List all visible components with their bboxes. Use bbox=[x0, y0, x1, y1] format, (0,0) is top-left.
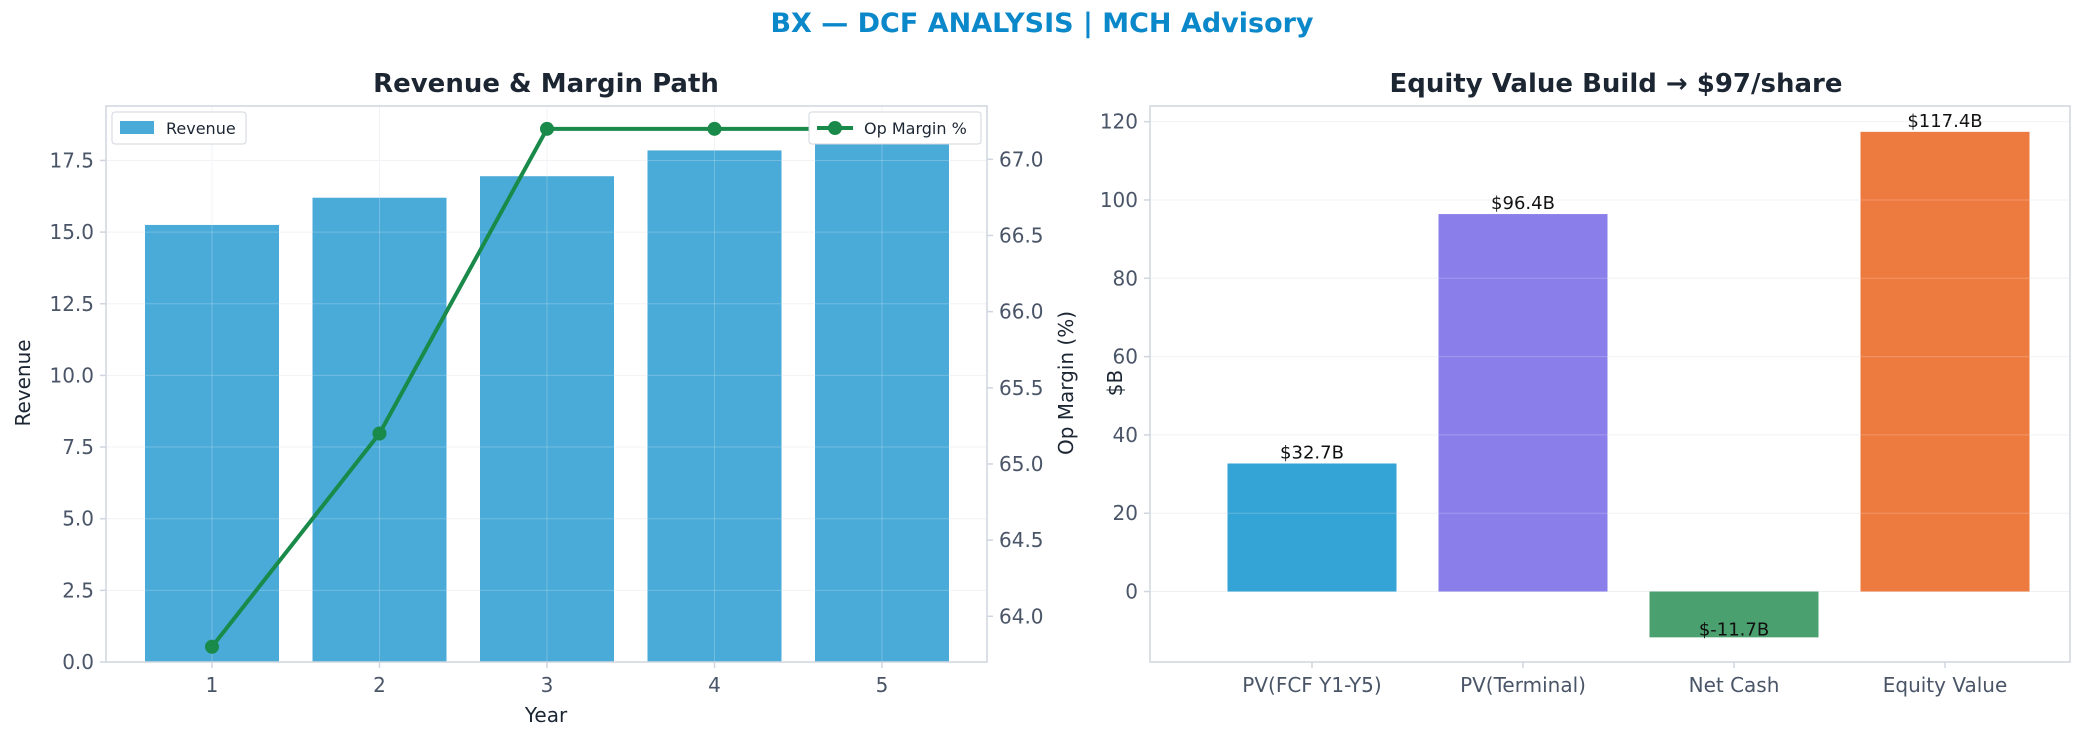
op-margin-point bbox=[540, 121, 554, 136]
left-y-tick-label: 5.0 bbox=[62, 507, 94, 531]
left-y-tick-label: 7.5 bbox=[62, 435, 94, 459]
left-y-axis-label: Revenue bbox=[11, 339, 35, 426]
left-x-tick-label: 4 bbox=[708, 673, 721, 697]
left-x-tick-label: 5 bbox=[876, 673, 889, 697]
left-x-tick-label: 2 bbox=[373, 673, 386, 697]
left-y-tick-label: 0.0 bbox=[62, 650, 94, 674]
right-y-tick-label: 64.5 bbox=[999, 528, 1044, 552]
right-y-axis-label: Op Margin (%) bbox=[1054, 311, 1078, 455]
op-margin-point bbox=[372, 426, 387, 441]
left-chart-title: Revenue & Margin Path bbox=[373, 69, 719, 99]
legend-op-margin-marker bbox=[828, 121, 842, 135]
left-y-tick-label: 12.5 bbox=[49, 292, 94, 316]
revenue-bar bbox=[815, 128, 949, 662]
left-y-tick-label: 10.0 bbox=[49, 363, 94, 387]
left-x-tick-label: 3 bbox=[541, 673, 554, 697]
left-y-tick-label: 15.0 bbox=[49, 220, 94, 244]
left-x-tick-label: 1 bbox=[206, 673, 219, 697]
op-margin-point bbox=[707, 121, 722, 136]
right-y-tick-label: 65.5 bbox=[999, 376, 1044, 400]
left-y-tick-label: 2.5 bbox=[62, 578, 94, 602]
revenue-bar bbox=[647, 150, 782, 663]
right-y-tick-label: 64.0 bbox=[999, 604, 1044, 628]
legend-revenue: Revenue bbox=[111, 111, 247, 145]
op-margin-point bbox=[205, 639, 219, 654]
right-y-tick-label: 65.0 bbox=[999, 452, 1044, 476]
legend-op-margin: Op Margin % bbox=[808, 111, 982, 145]
left-y-tick-label: 17.5 bbox=[49, 148, 94, 172]
legend-op-margin-label: Op Margin % bbox=[864, 119, 967, 138]
revenue-bar bbox=[480, 176, 614, 662]
legend-revenue-swatch bbox=[120, 121, 154, 134]
right-y-tick-label: 66.5 bbox=[999, 223, 1044, 247]
page-title: BX — DCF ANALYSIS | MCH Advisory bbox=[770, 8, 1314, 39]
right-y-tick-label: 66.0 bbox=[999, 300, 1044, 324]
right-y-tick-label: 67.0 bbox=[999, 147, 1044, 171]
legend-revenue-label: Revenue bbox=[166, 119, 236, 138]
left-x-axis-label: Year bbox=[524, 703, 568, 727]
